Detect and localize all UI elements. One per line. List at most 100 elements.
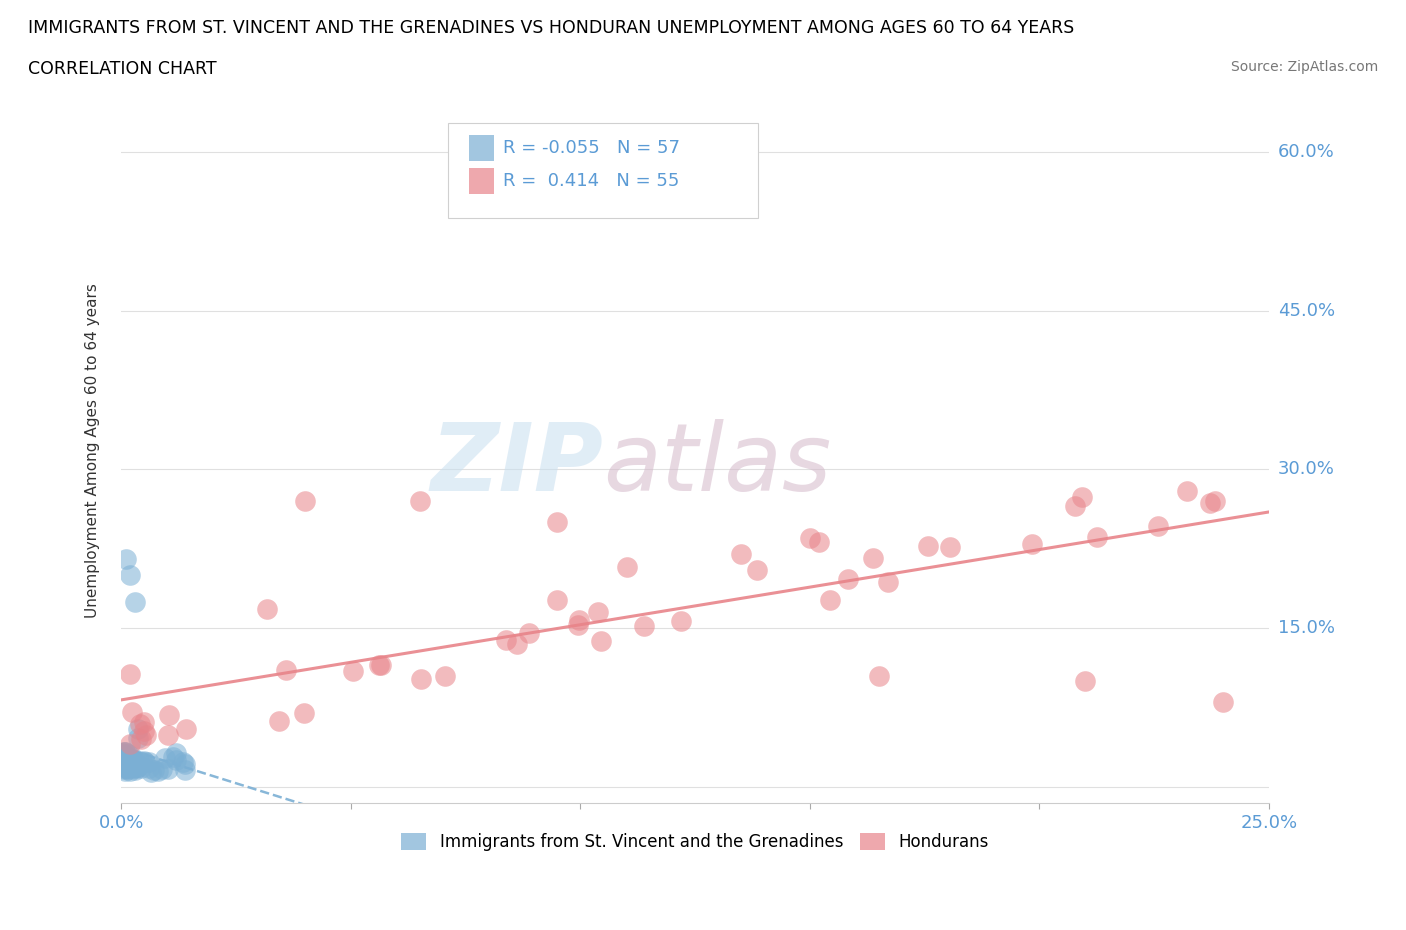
Point	[114, 745, 136, 760]
Point	[939, 540, 962, 555]
Point	[868, 669, 890, 684]
Point	[121, 752, 143, 767]
Point	[132, 724, 155, 738]
Point	[877, 575, 900, 590]
Point	[129, 761, 152, 776]
Point	[917, 539, 939, 554]
Point	[117, 752, 139, 767]
Point	[1212, 695, 1234, 710]
Text: atlas: atlas	[603, 419, 831, 511]
Point	[135, 728, 157, 743]
Point	[131, 754, 153, 769]
Point	[546, 593, 568, 608]
Point	[120, 568, 142, 583]
Point	[124, 761, 146, 776]
Text: R =  0.414   N = 55: R = 0.414 N = 55	[503, 172, 679, 190]
Point	[112, 760, 135, 775]
Point	[121, 704, 143, 719]
Point	[256, 602, 278, 617]
Point	[818, 592, 841, 607]
Point	[370, 658, 392, 672]
Point	[138, 760, 160, 775]
Point	[165, 752, 187, 767]
Point	[122, 759, 145, 774]
Point	[837, 572, 859, 587]
Point	[1147, 518, 1170, 533]
Point	[162, 750, 184, 764]
Point	[174, 722, 197, 737]
Point	[862, 551, 884, 565]
Point	[114, 750, 136, 764]
Point	[157, 727, 180, 742]
Point	[1175, 484, 1198, 498]
Point	[112, 747, 135, 762]
Point	[111, 745, 134, 760]
Point	[1085, 529, 1108, 544]
Point	[111, 759, 134, 774]
Point	[1021, 537, 1043, 551]
Point	[367, 658, 389, 672]
Point	[127, 758, 149, 773]
Point	[294, 494, 316, 509]
Point	[112, 752, 135, 767]
Text: 15.0%: 15.0%	[1278, 619, 1336, 637]
Y-axis label: Unemployment Among Ages 60 to 64 years: Unemployment Among Ages 60 to 64 years	[86, 284, 100, 618]
Point	[274, 662, 297, 677]
Point	[495, 632, 517, 647]
Point	[589, 634, 612, 649]
Point	[568, 612, 591, 627]
Point	[138, 755, 160, 770]
Point	[111, 746, 134, 761]
Point	[127, 731, 149, 746]
Point	[124, 759, 146, 774]
Point	[132, 753, 155, 768]
Bar	[470, 167, 494, 194]
Point	[174, 763, 197, 777]
Point	[807, 534, 830, 549]
Point	[745, 563, 768, 578]
Point	[1071, 489, 1094, 504]
Point	[142, 763, 165, 777]
Point	[115, 761, 138, 776]
Point	[152, 762, 174, 777]
Point	[172, 755, 194, 770]
Point	[121, 755, 143, 770]
Point	[127, 722, 149, 737]
Point	[269, 713, 291, 728]
Point	[118, 764, 141, 778]
Point	[117, 751, 139, 765]
Point	[294, 705, 316, 720]
Point	[111, 750, 134, 764]
Point	[111, 752, 134, 767]
Point	[128, 754, 150, 769]
Text: 60.0%: 60.0%	[1278, 142, 1334, 161]
Point	[174, 757, 197, 772]
FancyBboxPatch shape	[449, 124, 758, 219]
Text: Source: ZipAtlas.com: Source: ZipAtlas.com	[1230, 60, 1378, 74]
Point	[506, 636, 529, 651]
Point	[114, 552, 136, 567]
Point	[114, 755, 136, 770]
Point	[1204, 493, 1226, 508]
Point	[118, 751, 141, 766]
Point	[114, 756, 136, 771]
Point	[409, 672, 432, 687]
Point	[730, 547, 752, 562]
Point	[127, 757, 149, 772]
Point	[567, 618, 589, 633]
Point	[669, 614, 692, 629]
Point	[120, 737, 142, 751]
Point	[141, 764, 163, 779]
Point	[342, 663, 364, 678]
Point	[114, 745, 136, 760]
Point	[112, 762, 135, 777]
Point	[1074, 674, 1097, 689]
Point	[799, 531, 821, 546]
Point	[157, 708, 180, 723]
Point	[114, 764, 136, 778]
Point	[156, 762, 179, 777]
Point	[124, 763, 146, 777]
Point	[124, 760, 146, 775]
Legend: Immigrants from St. Vincent and the Grenadines, Hondurans: Immigrants from St. Vincent and the Gren…	[395, 827, 995, 858]
Point	[155, 751, 177, 765]
